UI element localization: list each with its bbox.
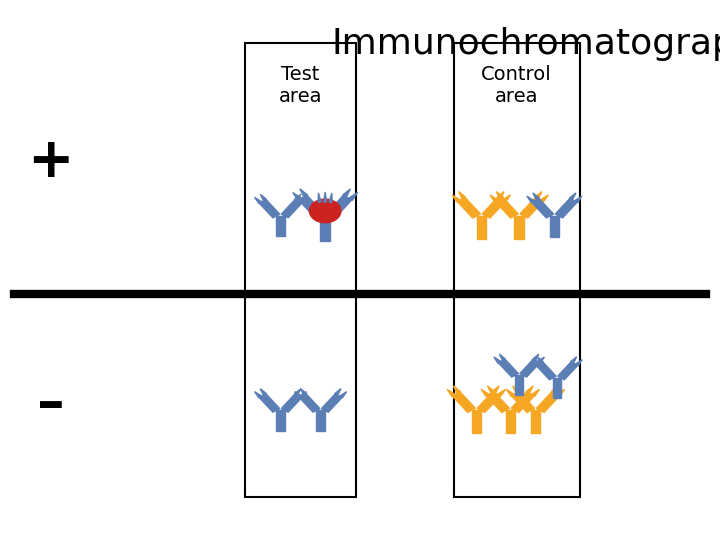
Polygon shape	[536, 362, 556, 380]
Polygon shape	[320, 216, 330, 241]
Polygon shape	[494, 357, 500, 363]
Polygon shape	[571, 357, 577, 363]
Polygon shape	[498, 389, 505, 396]
Polygon shape	[514, 216, 524, 239]
Polygon shape	[259, 394, 280, 412]
Text: –: –	[37, 378, 64, 432]
Polygon shape	[490, 195, 498, 202]
Polygon shape	[492, 386, 499, 393]
Text: +: +	[27, 135, 73, 189]
Polygon shape	[520, 198, 543, 218]
Polygon shape	[495, 198, 518, 218]
Polygon shape	[343, 189, 351, 197]
Polygon shape	[321, 394, 342, 412]
Polygon shape	[276, 410, 284, 430]
Polygon shape	[496, 192, 503, 199]
Polygon shape	[335, 389, 341, 395]
Polygon shape	[550, 216, 559, 238]
Polygon shape	[282, 199, 302, 218]
Polygon shape	[454, 386, 461, 393]
Polygon shape	[533, 354, 539, 361]
Polygon shape	[533, 193, 539, 200]
Polygon shape	[457, 198, 480, 218]
Polygon shape	[497, 192, 504, 199]
Polygon shape	[555, 198, 577, 218]
Polygon shape	[260, 194, 266, 201]
Text: Test
area: Test area	[279, 65, 323, 106]
Polygon shape	[552, 386, 558, 393]
Polygon shape	[481, 389, 489, 396]
Polygon shape	[318, 193, 321, 202]
Polygon shape	[487, 386, 495, 393]
Polygon shape	[503, 195, 510, 202]
Polygon shape	[255, 197, 261, 204]
Polygon shape	[324, 192, 327, 202]
Polygon shape	[558, 362, 577, 380]
Polygon shape	[300, 392, 307, 398]
Polygon shape	[538, 357, 544, 363]
Polygon shape	[459, 192, 466, 199]
Polygon shape	[553, 378, 561, 398]
Polygon shape	[540, 195, 549, 202]
Polygon shape	[531, 360, 539, 366]
Polygon shape	[557, 389, 564, 396]
Polygon shape	[317, 410, 325, 430]
Polygon shape	[294, 194, 301, 201]
Polygon shape	[326, 195, 352, 218]
Polygon shape	[300, 197, 307, 204]
Polygon shape	[511, 392, 535, 413]
Polygon shape	[329, 193, 332, 202]
Polygon shape	[515, 375, 523, 395]
Polygon shape	[294, 389, 301, 395]
Polygon shape	[477, 392, 500, 413]
Circle shape	[310, 199, 341, 222]
Polygon shape	[294, 392, 302, 398]
Polygon shape	[526, 386, 533, 393]
Polygon shape	[520, 359, 540, 377]
Bar	[454, 43, 580, 497]
Polygon shape	[482, 198, 505, 218]
Polygon shape	[536, 392, 559, 413]
Polygon shape	[300, 394, 320, 412]
Polygon shape	[537, 357, 543, 363]
Polygon shape	[282, 394, 302, 412]
Polygon shape	[452, 392, 475, 413]
Polygon shape	[452, 195, 460, 202]
Polygon shape	[570, 193, 576, 200]
Polygon shape	[506, 389, 514, 396]
Polygon shape	[511, 392, 534, 413]
Polygon shape	[575, 360, 582, 366]
Polygon shape	[472, 410, 481, 433]
Polygon shape	[513, 386, 520, 393]
Polygon shape	[531, 198, 554, 218]
Polygon shape	[276, 216, 284, 236]
Polygon shape	[486, 392, 510, 413]
Polygon shape	[259, 199, 280, 218]
Polygon shape	[255, 392, 261, 398]
Polygon shape	[575, 196, 582, 202]
Polygon shape	[535, 192, 542, 199]
Polygon shape	[348, 193, 358, 200]
Bar	[245, 43, 356, 497]
Text: Immunochromatography: Immunochromatography	[331, 27, 720, 61]
Polygon shape	[260, 389, 266, 395]
Polygon shape	[505, 410, 515, 433]
Polygon shape	[477, 216, 486, 239]
Polygon shape	[498, 359, 518, 377]
Polygon shape	[340, 392, 346, 398]
Polygon shape	[527, 196, 534, 202]
Polygon shape	[500, 354, 505, 361]
Polygon shape	[293, 193, 302, 200]
Polygon shape	[300, 389, 307, 395]
Polygon shape	[531, 410, 540, 433]
Polygon shape	[447, 389, 455, 396]
Polygon shape	[298, 195, 324, 218]
Polygon shape	[531, 389, 539, 396]
Text: Control
area: Control area	[481, 65, 552, 106]
Polygon shape	[300, 189, 307, 197]
